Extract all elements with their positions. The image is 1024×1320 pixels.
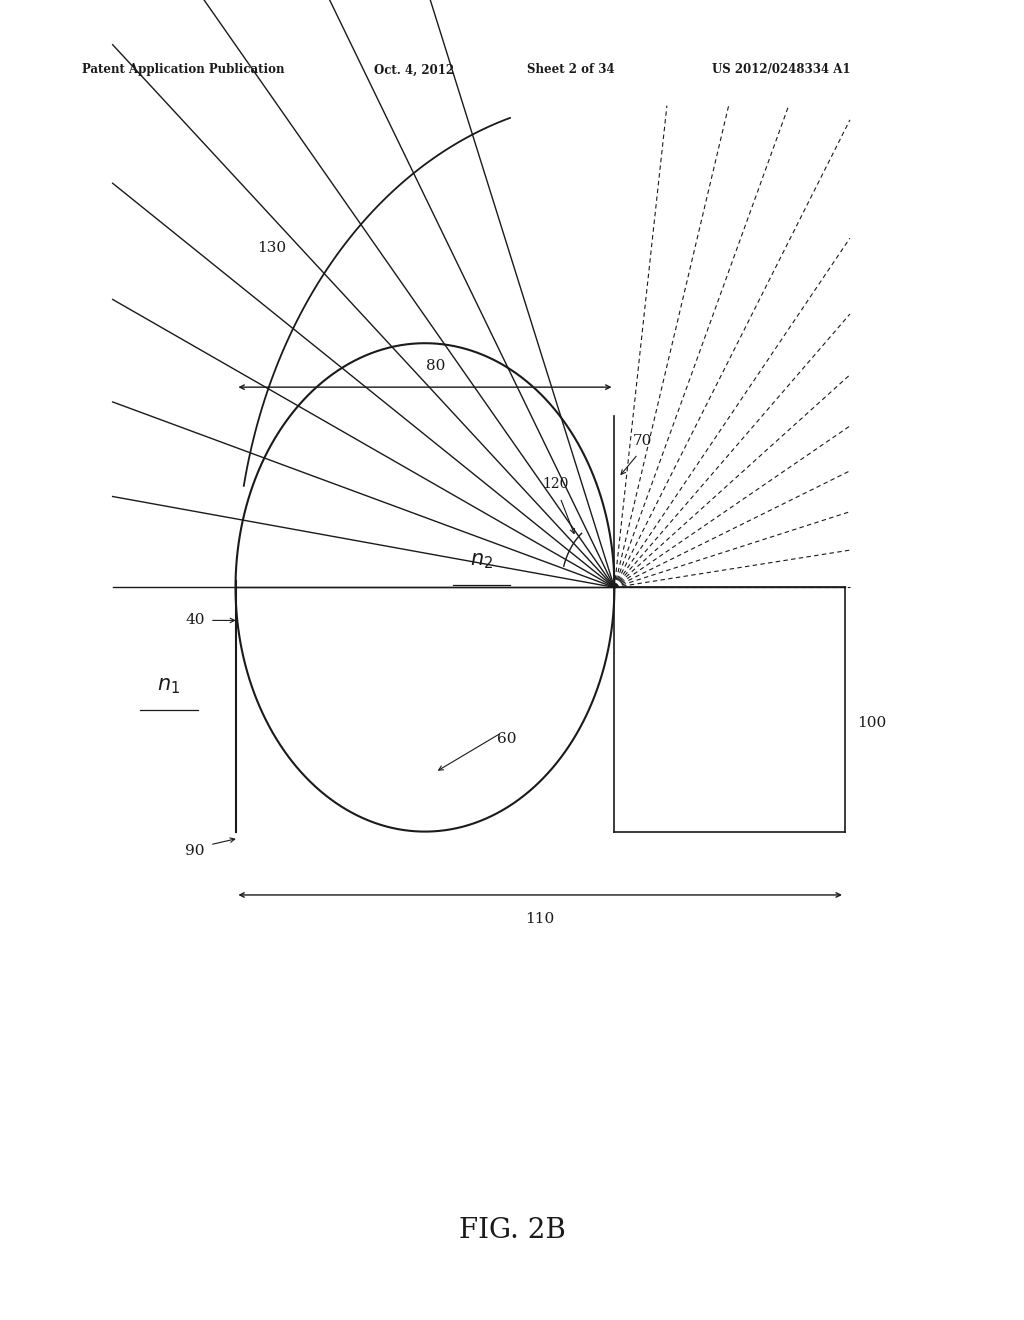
Text: 70: 70 [633,434,652,447]
Text: 130: 130 [257,240,286,255]
Text: 40: 40 [185,614,205,627]
Text: 60: 60 [497,733,516,746]
Text: 120: 120 [543,478,569,491]
Text: 80: 80 [426,359,444,372]
Text: Oct. 4, 2012: Oct. 4, 2012 [374,63,454,77]
Text: $n_1$: $n_1$ [158,677,180,696]
Text: Sheet 2 of 34: Sheet 2 of 34 [527,63,615,77]
Text: 90: 90 [185,845,205,858]
Text: 110: 110 [525,912,555,927]
Text: FIG. 2B: FIG. 2B [459,1217,565,1243]
Text: 100: 100 [857,715,887,730]
Text: Patent Application Publication: Patent Application Publication [82,63,285,77]
Text: $n_2$: $n_2$ [470,552,493,570]
Text: US 2012/0248334 A1: US 2012/0248334 A1 [712,63,850,77]
